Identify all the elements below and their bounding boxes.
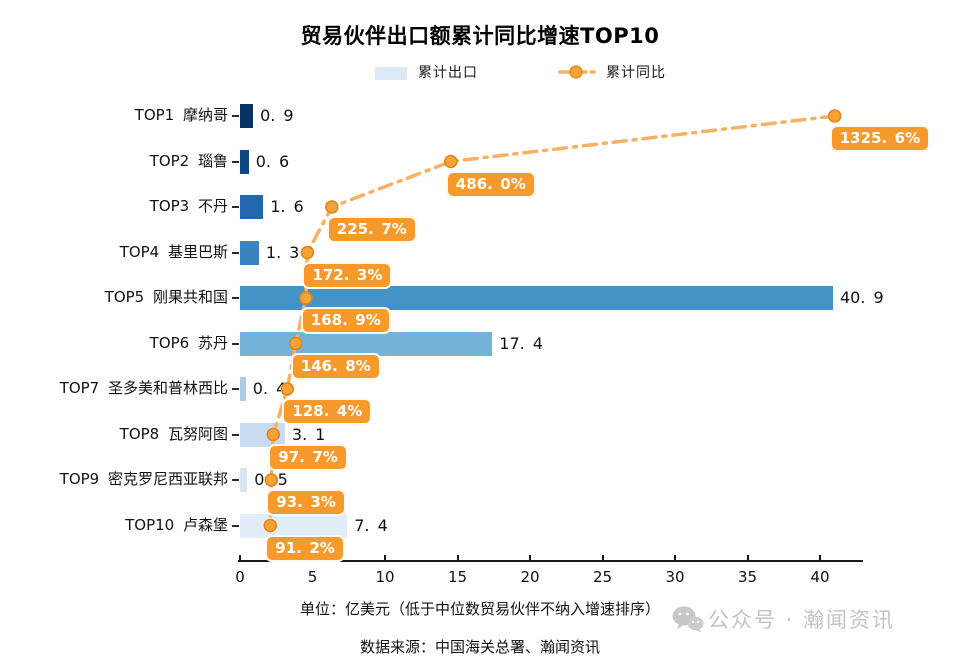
x-tick-mark [746, 555, 749, 561]
category-label: TOP8 瓦努阿图 [119, 424, 228, 443]
y-tick-mark [232, 160, 239, 163]
bar-value-label: 0. 6 [255, 151, 290, 171]
bar-value-label: 3. 1 [291, 424, 326, 444]
bar-value-label: 40. 9 [840, 288, 884, 307]
chart-title: 贸易伙伴出口额累计同比增速TOP10 [300, 24, 660, 48]
export-bar [240, 195, 264, 219]
growth-value-label: 1325. 6% [829, 125, 931, 152]
export-bar [240, 331, 493, 356]
x-tick-label: 10 [375, 568, 395, 586]
category-label: TOP3 不丹 [149, 197, 228, 215]
bar-value-label: 0. 5 [254, 470, 288, 489]
unit-note: 单位：亿美元（低于中位数贸易伙伴不纳入增速排序） [299, 600, 660, 618]
bar-value-label: 17. 4 [499, 333, 543, 353]
legend-line-marker-icon [558, 65, 601, 79]
x-tick-label: 30 [665, 568, 685, 586]
growth-value-label: 128. 4% [282, 398, 373, 425]
y-tick-mark [232, 115, 239, 117]
growth-marker [827, 109, 842, 123]
bar-value-label: 1. 6 [270, 197, 304, 216]
x-tick-mark [384, 555, 386, 561]
y-tick-mark [232, 251, 239, 254]
bar-value-label: 0. 9 [260, 106, 294, 125]
x-tick-label: 20 [520, 568, 540, 586]
category-label: TOP9 密克罗尼西亚联邦 [59, 470, 228, 488]
bar-value-label: 1. 3 [265, 242, 300, 262]
x-tick-label: 5 [307, 568, 318, 586]
category-label: TOP4 基里巴斯 [119, 242, 228, 261]
growth-value-label: 172. 3% [302, 261, 393, 289]
y-tick-mark [232, 433, 239, 436]
legend-bar-label: 累计出口 [418, 65, 478, 81]
x-tick-mark [674, 555, 676, 561]
y-tick-mark [232, 388, 239, 390]
growth-value-label: 91. 2% [265, 534, 345, 562]
growth-marker [444, 154, 458, 169]
x-tick-label: 25 [592, 568, 613, 586]
y-tick-mark [232, 206, 239, 208]
export-bar [240, 149, 249, 174]
category-label: TOP6 苏丹 [149, 333, 228, 352]
y-tick-mark [232, 297, 239, 299]
x-tick-mark [239, 555, 241, 561]
export-bar [240, 240, 259, 265]
growth-marker [325, 200, 339, 214]
growth-value-label: 168. 9% [300, 307, 391, 334]
x-axis-line [238, 560, 863, 562]
category-label: TOP5 刚果共和国 [104, 288, 228, 306]
x-tick-label: 0 [235, 568, 245, 586]
x-tick-mark [456, 555, 459, 561]
legend-line-label: 累计同比 [606, 65, 666, 81]
x-tick-mark [529, 555, 531, 561]
wechat-logo-icon [672, 606, 704, 632]
y-tick-mark [232, 479, 239, 481]
data-source-note: 数据来源：中国海关总署、瀚闻资讯 [359, 638, 600, 656]
x-tick-label: 40 [810, 568, 830, 586]
growth-marker [300, 245, 315, 260]
legend-bar-swatch [375, 67, 407, 80]
category-label: TOP2 瑙鲁 [149, 151, 228, 170]
y-tick-mark [232, 342, 239, 345]
category-label: TOP10 卢森堡 [125, 515, 228, 534]
growth-value-label: 97. 7% [268, 443, 348, 471]
export-bar [240, 422, 285, 447]
growth-value-label: 225. 7% [326, 216, 417, 243]
watermark-text: 公众号 · 瀚闻资讯 [708, 608, 896, 632]
export-bar [240, 104, 254, 128]
x-tick-mark [819, 555, 821, 561]
growth-value-label: 93. 3% [266, 489, 346, 516]
export-bar [240, 513, 348, 538]
x-tick-label: 15 [447, 568, 468, 586]
y-tick-mark [232, 524, 239, 527]
x-tick-label: 35 [737, 568, 758, 586]
category-label: TOP1 摩纳哥 [134, 106, 228, 124]
bar-value-label: 7. 4 [354, 515, 388, 535]
category-label: TOP7 圣多美和普林西比 [59, 379, 228, 397]
export-bar [240, 468, 248, 492]
export-bar [240, 377, 246, 401]
bar-value-label: 0. 4 [252, 379, 287, 398]
growth-value-label: 146. 8% [290, 352, 381, 380]
watermark: 公众号 · 瀚闻资讯 [672, 604, 895, 634]
x-tick-mark [601, 555, 604, 561]
growth-value-label: 486. 0% [445, 170, 536, 198]
